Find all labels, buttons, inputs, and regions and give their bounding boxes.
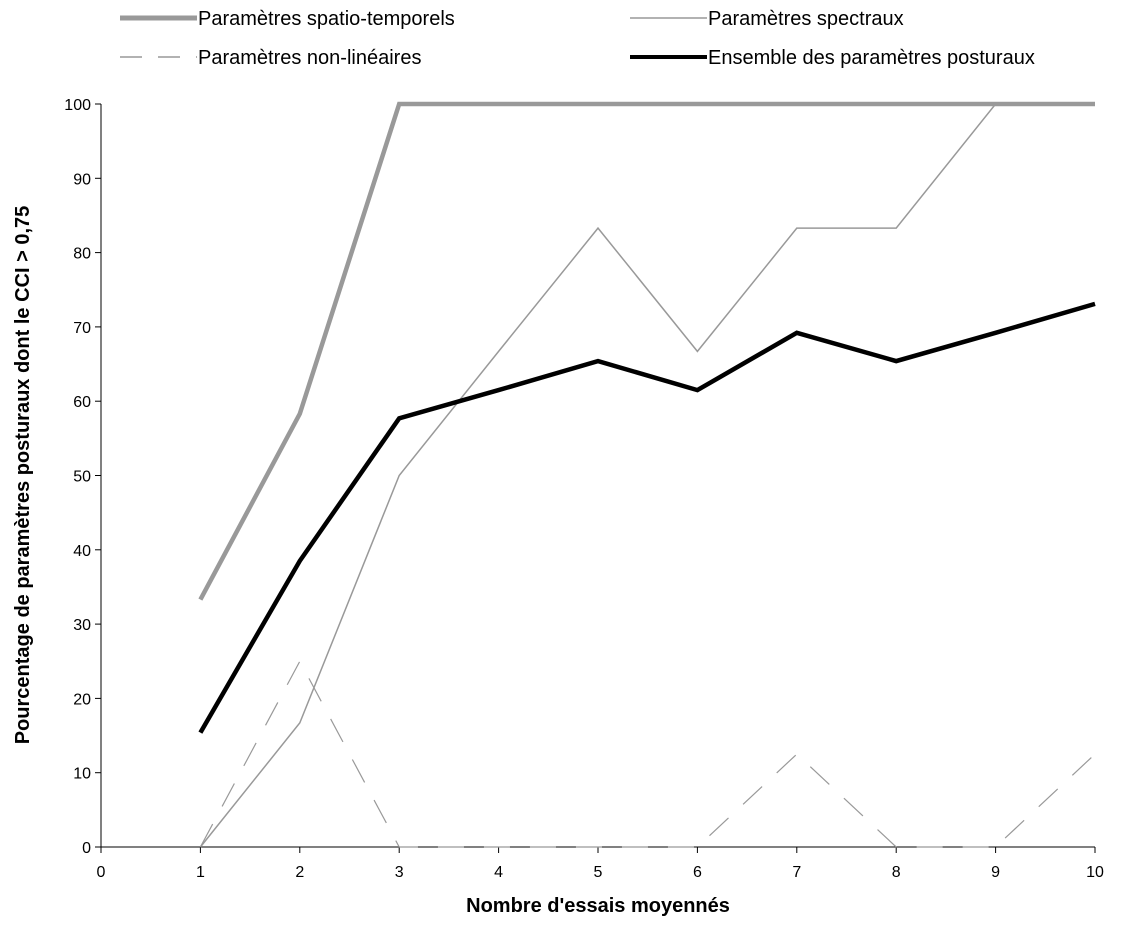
legend: Paramètres spatio-temporels Paramètres s… xyxy=(120,8,1035,69)
y-axis-title: Pourcentage de paramètres posturaux dont… xyxy=(12,206,34,745)
x-tick-label: 3 xyxy=(395,864,404,881)
y-tick-label: 100 xyxy=(64,97,91,114)
x-tick-label: 4 xyxy=(494,864,503,881)
legend-label-non-lineaires: Paramètres non-linéaires xyxy=(198,47,421,69)
x-tick-label: 2 xyxy=(295,864,304,881)
legend-label-ensemble: Ensemble des paramètres posturaux xyxy=(708,47,1035,69)
x-tick-label: 10 xyxy=(1086,864,1104,881)
y-tick-label: 20 xyxy=(73,691,91,708)
series-spatio-temporels xyxy=(198,101,1095,601)
series-spectraux xyxy=(199,103,1095,848)
x-axis-title: Nombre d'essais moyennés xyxy=(466,895,730,917)
x-tick-label: 8 xyxy=(892,864,901,881)
y-tick-label: 30 xyxy=(73,617,91,634)
series-layer xyxy=(198,101,1096,848)
y-tick-label: 10 xyxy=(73,766,91,783)
y-tick-label: 70 xyxy=(73,320,91,337)
y-tick-label: 80 xyxy=(73,246,91,263)
y-axis-ticks: 0 10 20 30 40 50 60 70 80 90 100 xyxy=(64,97,101,857)
x-tick-label: 6 xyxy=(693,864,702,881)
legend-label-spatio-temporels: Paramètres spatio-temporels xyxy=(198,8,455,30)
y-tick-label: 0 xyxy=(82,840,91,857)
y-tick-label: 90 xyxy=(73,171,91,188)
x-tick-label: 1 xyxy=(196,864,205,881)
x-tick-label: 5 xyxy=(594,864,603,881)
y-tick-label: 40 xyxy=(73,543,91,560)
x-tick-label: 0 xyxy=(97,864,106,881)
y-tick-label: 50 xyxy=(73,469,91,486)
legend-label-spectraux: Paramètres spectraux xyxy=(708,8,904,30)
x-tick-label: 7 xyxy=(792,864,801,881)
series-ensemble xyxy=(198,301,1096,734)
series-non-lineaires xyxy=(199,660,1096,848)
x-axis-ticks: 0 1 2 3 4 5 6 7 8 9 10 xyxy=(97,847,1104,881)
y-tick-label: 60 xyxy=(73,394,91,411)
x-tick-label: 9 xyxy=(991,864,1000,881)
